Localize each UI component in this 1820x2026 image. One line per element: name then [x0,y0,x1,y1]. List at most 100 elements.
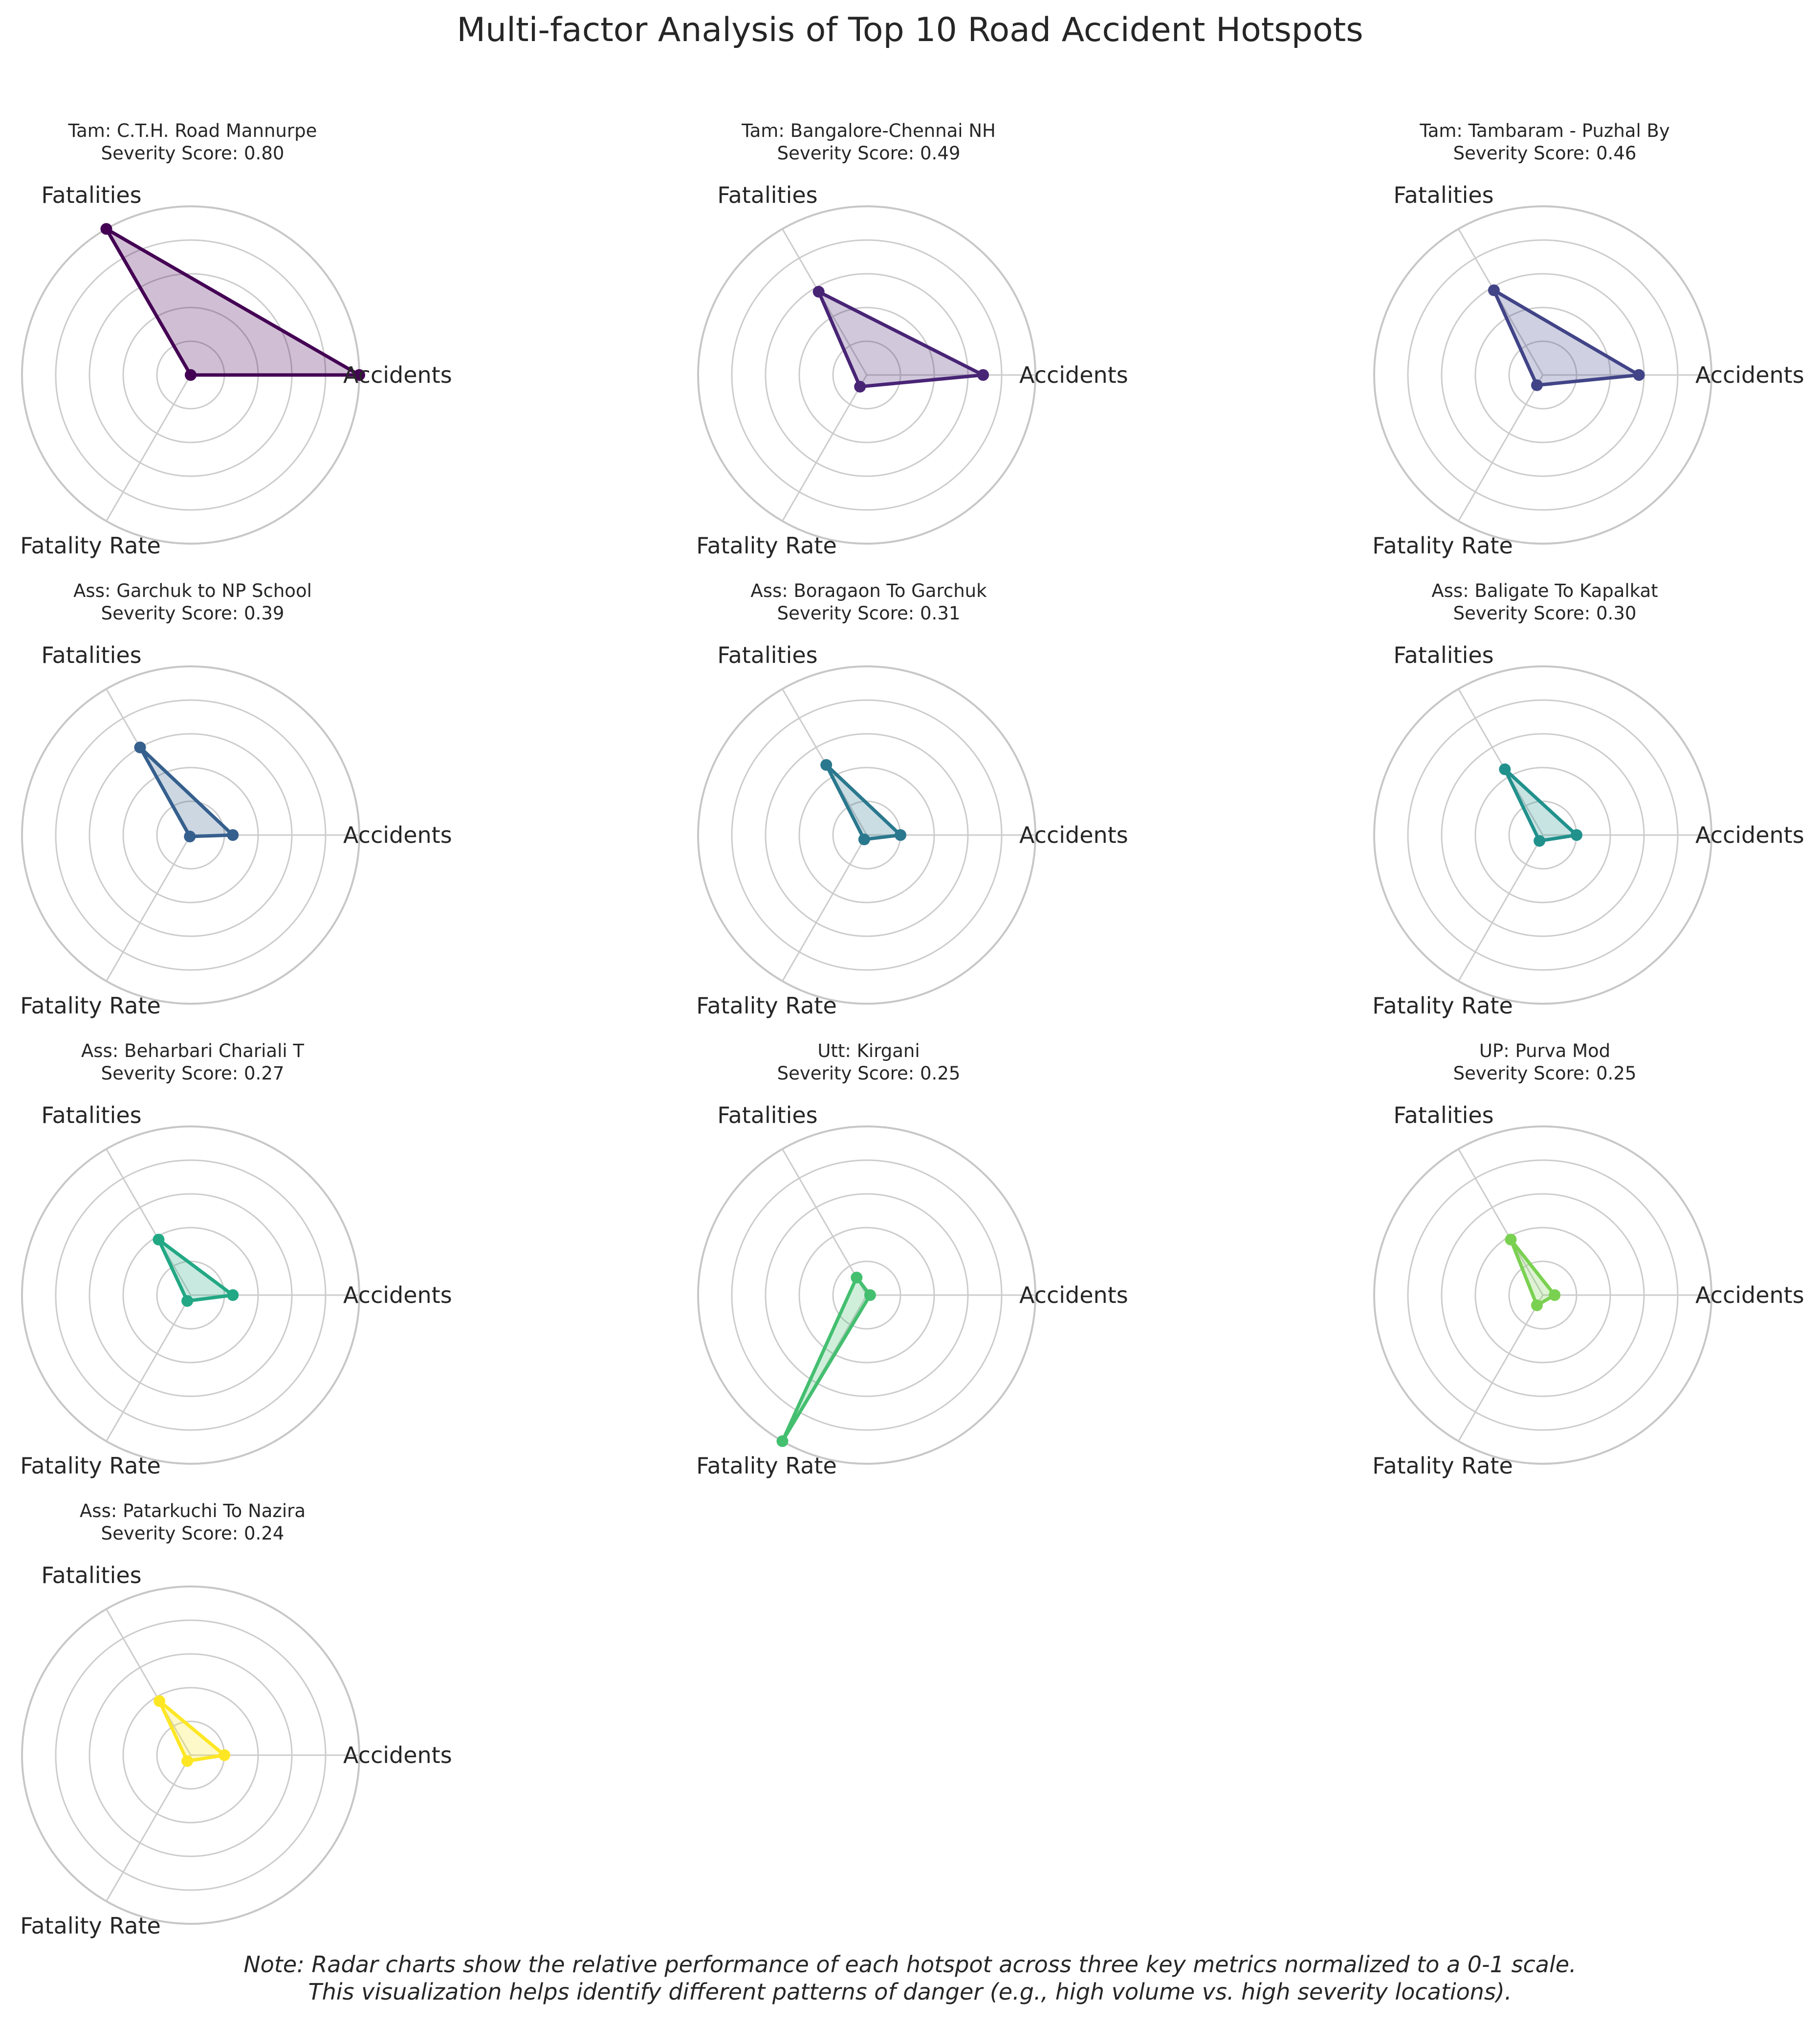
data-point [854,380,866,393]
subplot-location: Utt: Kirgani [817,1040,920,1061]
data-point [864,1289,876,1301]
data-point [134,741,146,753]
subplot-severity-score: Severity Score: 0.30 [1453,603,1637,624]
subplot-severity-score: Severity Score: 0.46 [1453,143,1637,164]
footnote: Note: Radar charts show the relative per… [0,1951,1820,2005]
radar-subplot: Accidents Fatalities Fatality Rate Utt: Kir… [696,1040,1128,1479]
axis-label-accidents: Accidents [343,1282,452,1308]
data-point [1549,1289,1561,1301]
data-point [858,833,870,845]
grid-spoke [1458,1295,1544,1442]
grid-spoke [1458,835,1544,982]
axis-label-fatality-rate: Fatality Rate [20,1913,161,1939]
data-point [100,223,112,235]
series-fill [782,1277,870,1441]
axis-label-accidents: Accidents [1695,822,1804,848]
data-point [851,1272,863,1284]
data-point [820,759,833,771]
data-point [219,1749,230,1761]
axis-label-fatality-rate: Fatality Rate [1372,1453,1513,1479]
radar-subplot: Accidents Fatalities Fatality Rate Ass: Pat… [20,1500,452,1939]
series-line [824,763,902,841]
radar-subplot: Accidents Fatalities Fatality Rate Ass: Gar… [20,580,452,1019]
grid-spoke [782,374,868,522]
radar-subplot: Accidents Fatalities Fatality Rate Tam: Tam… [1372,120,1804,559]
grid-spoke [782,835,868,982]
axis-label-fatality-rate: Fatality Rate [20,1453,161,1479]
grid-spoke [106,374,192,522]
subplot-severity-score: Severity Score: 0.24 [101,1523,285,1544]
grid-spoke [1458,374,1544,522]
series-line [1492,288,1641,387]
data-point [1505,1233,1517,1246]
axis-label-fatality-rate: Fatality Rate [20,532,161,559]
subplot-location: Ass: Baligate To Kapalkat [1431,580,1658,601]
axis-label-fatality-rate: Fatality Rate [696,1453,837,1479]
data-point [153,1233,165,1246]
data-point [227,829,239,841]
series-line [157,1238,235,1303]
axis-label-fatalities: Fatalities [717,642,817,668]
data-point [895,829,906,841]
axis-label-accidents: Accidents [343,362,452,388]
series-fill [1493,290,1639,385]
grid-spoke [106,1148,192,1296]
grid-spoke [782,1148,868,1296]
axis-label-fatalities: Fatalities [41,182,141,208]
axis-label-fatality-rate: Fatality Rate [696,992,837,1019]
series-line [138,746,235,838]
axis-label-accidents: Accidents [1019,822,1128,848]
series-line [157,1699,226,1763]
axis-label-accidents: Accidents [1019,362,1128,388]
axis-label-accidents: Accidents [1695,1282,1804,1308]
subplot-severity-score: Severity Score: 0.25 [777,1063,961,1084]
subplot-severity-score: Severity Score: 0.39 [101,603,285,624]
radar-subplot: Accidents Fatalities Fatality Rate Ass: Bor… [696,580,1128,1019]
data-point [1571,829,1582,841]
axis-label-fatalities: Fatalities [717,1102,817,1128]
data-point [977,369,989,381]
axis-label-fatalities: Fatalities [1393,1102,1493,1128]
axis-label-fatality-rate: Fatality Rate [1372,992,1513,1019]
radar-subplot: Accidents Fatalities Fatality Rate UP: Purv… [1372,1040,1804,1479]
axis-label-fatalities: Fatalities [41,1102,141,1128]
axis-label-fatalities: Fatalities [41,1562,141,1588]
subplot-location: Ass: Beharbari Chariali T [81,1040,304,1061]
data-point [1499,763,1511,775]
subplot-severity-score: Severity Score: 0.31 [777,603,961,624]
subplot-location: Ass: Boragaon To Garchuk [750,580,987,601]
radar-subplot: Accidents Fatalities Fatality Rate Tam: C.T… [20,120,452,559]
axis-label-fatality-rate: Fatality Rate [696,532,837,559]
subplot-severity-score: Severity Score: 0.27 [101,1063,285,1084]
axis-label-fatalities: Fatalities [717,182,817,208]
data-point [1531,1299,1543,1311]
data-point [1531,379,1543,391]
grid-spoke [106,1295,192,1442]
data-point [1633,369,1645,381]
axis-label-accidents: Accidents [343,822,452,848]
series-line [105,227,361,377]
axis-label-fatalities: Fatalities [1393,642,1493,668]
data-point [227,1289,239,1301]
grid-spoke [106,1608,192,1756]
data-point [153,1695,166,1707]
subplot-location: Ass: Patarkuchi To Nazira [80,1500,306,1521]
series-line [781,1276,872,1443]
axis-label-fatalities: Fatalities [1393,182,1493,208]
series-line [817,290,985,389]
data-point [181,1755,194,1767]
subplot-location: Tam: Bangalore-Chennai NH [741,120,996,141]
radar-subplot: Accidents Fatalities Fatality Rate Ass: Beh… [20,1040,452,1479]
radar-subplot: Accidents Fatalities Fatality Rate Ass: Bal… [1372,580,1804,1019]
subplot-location: Ass: Garchuk to NP School [73,580,312,601]
subplot-severity-score: Severity Score: 0.25 [1453,1063,1637,1084]
series-line [1509,1238,1557,1307]
grid-spoke [1458,1148,1544,1296]
data-point [812,286,825,298]
axis-label-accidents: Accidents [1695,362,1804,388]
data-point [776,1435,789,1447]
data-point [353,369,365,381]
grid-spoke [106,835,192,982]
